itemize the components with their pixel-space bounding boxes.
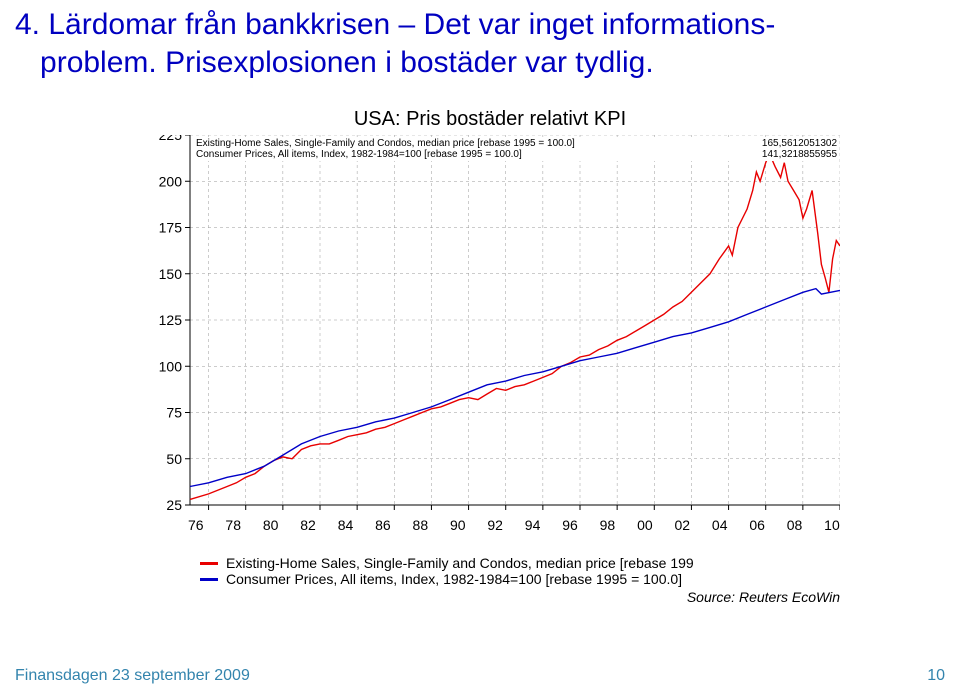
legend-line: Consumer Prices, All items, Index, 1982-… [200,571,840,587]
x-tick-label: 94 [525,517,541,533]
legend-top-label: Consumer Prices, All items, Index, 1982-… [196,149,522,160]
legend-label: Consumer Prices, All items, Index, 1982-… [226,571,682,587]
x-tick-label: 88 [413,517,429,533]
x-axis-labels: 76 78 80 82 84 86 88 90 92 94 96 98 00 02 04 06 08 10 [188,517,840,533]
chart-svg: 25 50 75 100 125 150 175 200 225 [140,135,840,515]
legend-top-value: 141,3218855955 [762,149,837,160]
x-tick-label: 90 [450,517,466,533]
x-tick-label: 80 [263,517,279,533]
x-tick-label: 84 [338,517,354,533]
slide-title: 4. Lärdomar från bankkrisen – Det var in… [15,6,775,81]
legend-chip [200,578,218,581]
svg-text:75: 75 [166,405,182,421]
x-tick-label: 78 [225,517,241,533]
legend-chip [200,562,218,565]
plot-area: 25 50 75 100 125 150 175 200 225 Existing-Home S… [140,135,840,515]
title-line1: 4. Lärdomar från bankkrisen – Det var in… [15,8,775,41]
chart-wrapper: USA: Pris bostäder relativt KPI 25 50 75 10… [140,108,840,628]
legend-label: Existing-Home Sales, Single-Family and C… [226,555,694,571]
x-tick-label: 98 [600,517,616,533]
x-tick-label: 76 [188,517,204,533]
svg-text:100: 100 [159,358,183,374]
x-tick-label: 04 [712,517,728,533]
svg-text:225: 225 [159,135,183,143]
legend-line: Existing-Home Sales, Single-Family and C… [200,555,840,571]
x-tick-label: 00 [637,517,653,533]
svg-text:50: 50 [166,451,182,467]
legend-top-row: Existing-Home Sales, Single-Family and C… [196,138,837,149]
svg-text:175: 175 [159,220,183,236]
x-tick-label: 86 [375,517,391,533]
legend-top: Existing-Home Sales, Single-Family and C… [195,137,838,161]
x-tick-label: 10 [824,517,840,533]
x-tick-label: 06 [749,517,765,533]
svg-text:25: 25 [166,497,182,513]
legend-top-label: Existing-Home Sales, Single-Family and C… [196,138,575,149]
x-tick-label: 96 [562,517,578,533]
x-tick-label: 02 [674,517,690,533]
legend-bottom: Existing-Home Sales, Single-Family and C… [200,555,840,587]
footer-left: Finansdagen 23 september 2009 [15,667,250,685]
title-line2: problem. Prisexplosionen i bostäder var … [40,46,654,79]
legend-top-row: Consumer Prices, All items, Index, 1982-… [196,149,837,160]
x-tick-label: 92 [487,517,503,533]
svg-text:200: 200 [159,173,183,189]
svg-text:125: 125 [159,312,183,328]
chart-title: USA: Pris bostäder relativt KPI [140,108,840,131]
x-tick-label: 82 [300,517,316,533]
footer-right: 10 [927,667,945,685]
svg-text:150: 150 [159,266,183,282]
legend-top-value: 165,5612051302 [762,138,837,149]
footer: Finansdagen 23 september 2009 10 [15,667,945,685]
chart-source: Source: Reuters EcoWin [140,589,840,605]
x-tick-label: 08 [787,517,803,533]
